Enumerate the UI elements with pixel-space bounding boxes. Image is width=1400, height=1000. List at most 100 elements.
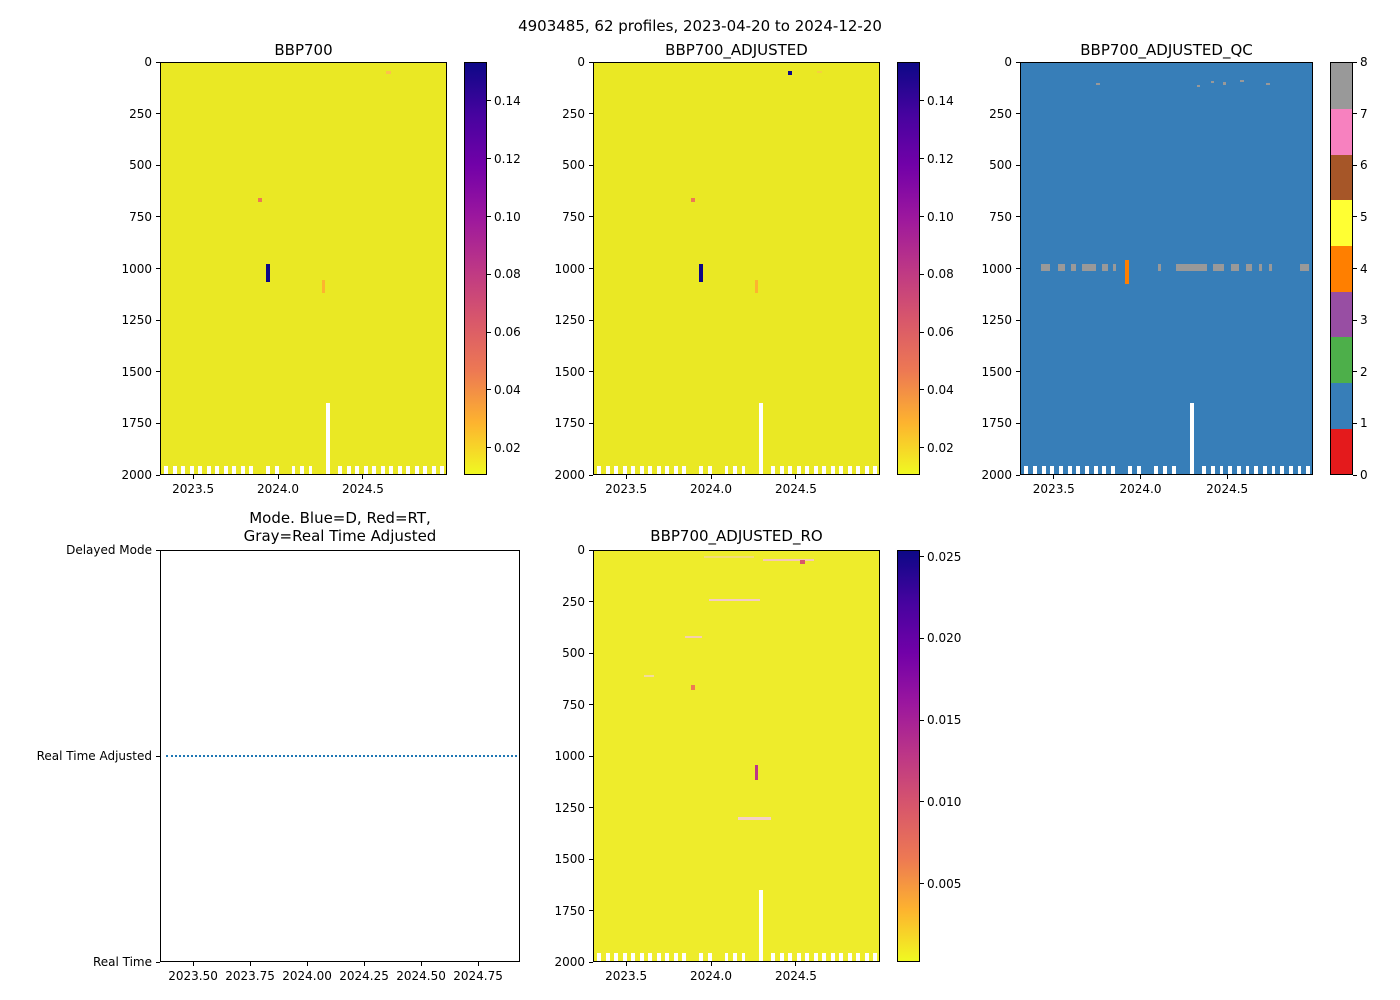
y-tick-label: 0 xyxy=(577,543,585,557)
qc-gray-dash-top xyxy=(1096,82,1100,86)
missing-bottom-notch xyxy=(1041,466,1046,474)
colorbar-tick-label: 8 xyxy=(1360,55,1368,69)
bbp700_adjusted_qc-colorbar xyxy=(1330,62,1353,475)
colorbar-tickmark xyxy=(1353,474,1357,476)
colorbar-tick-label: 5 xyxy=(1360,209,1368,224)
colorbar-tickmark xyxy=(920,447,924,449)
y-tick-label: 1250 xyxy=(121,313,152,328)
missing-bottom-notch xyxy=(813,953,818,961)
missing-bottom-notch xyxy=(597,466,602,474)
missing-bottom-notch xyxy=(355,466,360,474)
x-tickmark xyxy=(477,962,479,966)
y-tickmark xyxy=(589,601,593,602)
missing-bottom-notch xyxy=(1137,466,1141,474)
missing-bottom-notch xyxy=(788,953,793,961)
colorbar-tickmark xyxy=(1353,319,1357,321)
colorbar-tickmark xyxy=(487,331,491,333)
missing-bottom-notch xyxy=(839,466,844,474)
bbp700_adjusted-colorbar xyxy=(897,62,920,475)
anomaly-salmon-670m xyxy=(690,685,695,690)
missing-bottom-notch xyxy=(440,466,445,474)
y-tickmark xyxy=(156,422,160,424)
missing-bottom-notch xyxy=(779,466,784,474)
y-tickmark xyxy=(589,704,593,705)
streak-240m xyxy=(708,598,760,602)
colorbar-tick-label: 0.04 xyxy=(927,382,954,397)
qc-gray-1000m-segment xyxy=(1176,264,1208,271)
y-tick-label: 750 xyxy=(129,209,152,224)
qc-flag-7-swatch xyxy=(1331,108,1352,155)
missing-bottom-notch xyxy=(338,466,343,474)
qc-gray-1000m-segment xyxy=(1246,264,1252,271)
y-tickmark xyxy=(156,961,160,963)
missing-bottom-notch xyxy=(771,466,776,474)
y-tick-label: 250 xyxy=(989,106,1012,121)
colorbar-tickmark xyxy=(487,389,491,391)
y-tickmark xyxy=(589,113,593,115)
x-tickmark xyxy=(795,475,797,479)
y-tick-label: Delayed Mode xyxy=(66,543,152,557)
streak-top-pink xyxy=(762,558,814,562)
colorbar-tick-label: 0.14 xyxy=(927,93,954,108)
y-tickmark xyxy=(1016,61,1020,63)
missing-bottom-notch xyxy=(631,466,636,474)
qc-gray-1000m-segment xyxy=(1213,264,1224,271)
missing-bottom-notch xyxy=(822,466,827,474)
missing-bottom-notch xyxy=(847,953,852,961)
x-tick-label: 2024.75 xyxy=(453,969,503,983)
missing-bottom-notch xyxy=(198,466,203,474)
y-tickmark xyxy=(1016,216,1020,218)
y-tick-label: 750 xyxy=(989,209,1012,224)
y-tickmark xyxy=(1016,113,1020,115)
x-tick-label: 2023.5 xyxy=(1032,482,1075,496)
missing-bottom-notch xyxy=(741,466,746,474)
y-tick-label: 2000 xyxy=(981,468,1012,482)
missing-bottom-notch xyxy=(665,466,670,474)
y-tickmark xyxy=(589,549,593,551)
colorbar-tick-label: 1 xyxy=(1360,416,1368,431)
y-tickmark xyxy=(1016,319,1020,321)
anomaly-salmon-670m xyxy=(257,197,262,203)
missing-bottom-notch xyxy=(414,466,419,474)
x-tick-label: 2024.0 xyxy=(690,482,733,496)
streak-1300m xyxy=(737,817,772,820)
colorbar-tickmark xyxy=(1353,164,1357,166)
y-tick-label: 1250 xyxy=(981,313,1012,328)
missing-bottom-notch xyxy=(830,953,835,961)
missing-bottom-notch xyxy=(847,466,852,474)
missing-bottom-notch xyxy=(1076,466,1081,474)
qc-flag-4-swatch xyxy=(1331,245,1352,292)
missing-bottom-notch xyxy=(771,953,776,961)
colorbar-tick-label: 0.12 xyxy=(494,151,521,166)
missing-bottom-notch xyxy=(1085,466,1089,474)
y-tickmark xyxy=(1016,422,1020,424)
y-tickmark xyxy=(589,807,593,808)
bbp700_adjusted_ro-colorbar xyxy=(897,550,920,962)
missing-bottom-notch xyxy=(181,466,186,474)
colorbar-tickmark xyxy=(920,389,924,391)
missing-bottom-notch xyxy=(274,466,279,474)
y-tick-label: 1000 xyxy=(554,261,585,276)
colorbar-tickmark xyxy=(1353,61,1357,63)
panel-title-bbp700-adjusted-qc: BBP700_ADJUSTED_QC xyxy=(1080,41,1253,59)
x-tickmark xyxy=(363,962,365,966)
qc-flag-3-swatch xyxy=(1331,291,1352,338)
mode-status-line xyxy=(165,755,517,757)
x-tickmark xyxy=(710,962,712,966)
y-tick-label: 500 xyxy=(562,646,585,660)
qc-gray-1000m-segment xyxy=(1300,264,1309,271)
colorbar-tick-label: 0.010 xyxy=(927,794,962,809)
y-tickmark xyxy=(156,216,160,218)
x-tickmark xyxy=(362,475,364,479)
missing-bottom-notch xyxy=(372,466,377,474)
colorbar-tickmark xyxy=(487,216,491,217)
missing-bottom-notch xyxy=(1128,466,1133,474)
missing-bottom-notch xyxy=(172,466,177,474)
y-tick-label: 2000 xyxy=(121,468,152,482)
missing-bottom-notch xyxy=(639,953,644,961)
colorbar-tickmark xyxy=(487,273,491,275)
missing-bottom-notch xyxy=(1163,466,1167,474)
missing-bottom-notch xyxy=(232,466,237,474)
missing-bottom-notch xyxy=(431,466,436,474)
anomaly-salmon-670m xyxy=(690,197,695,203)
